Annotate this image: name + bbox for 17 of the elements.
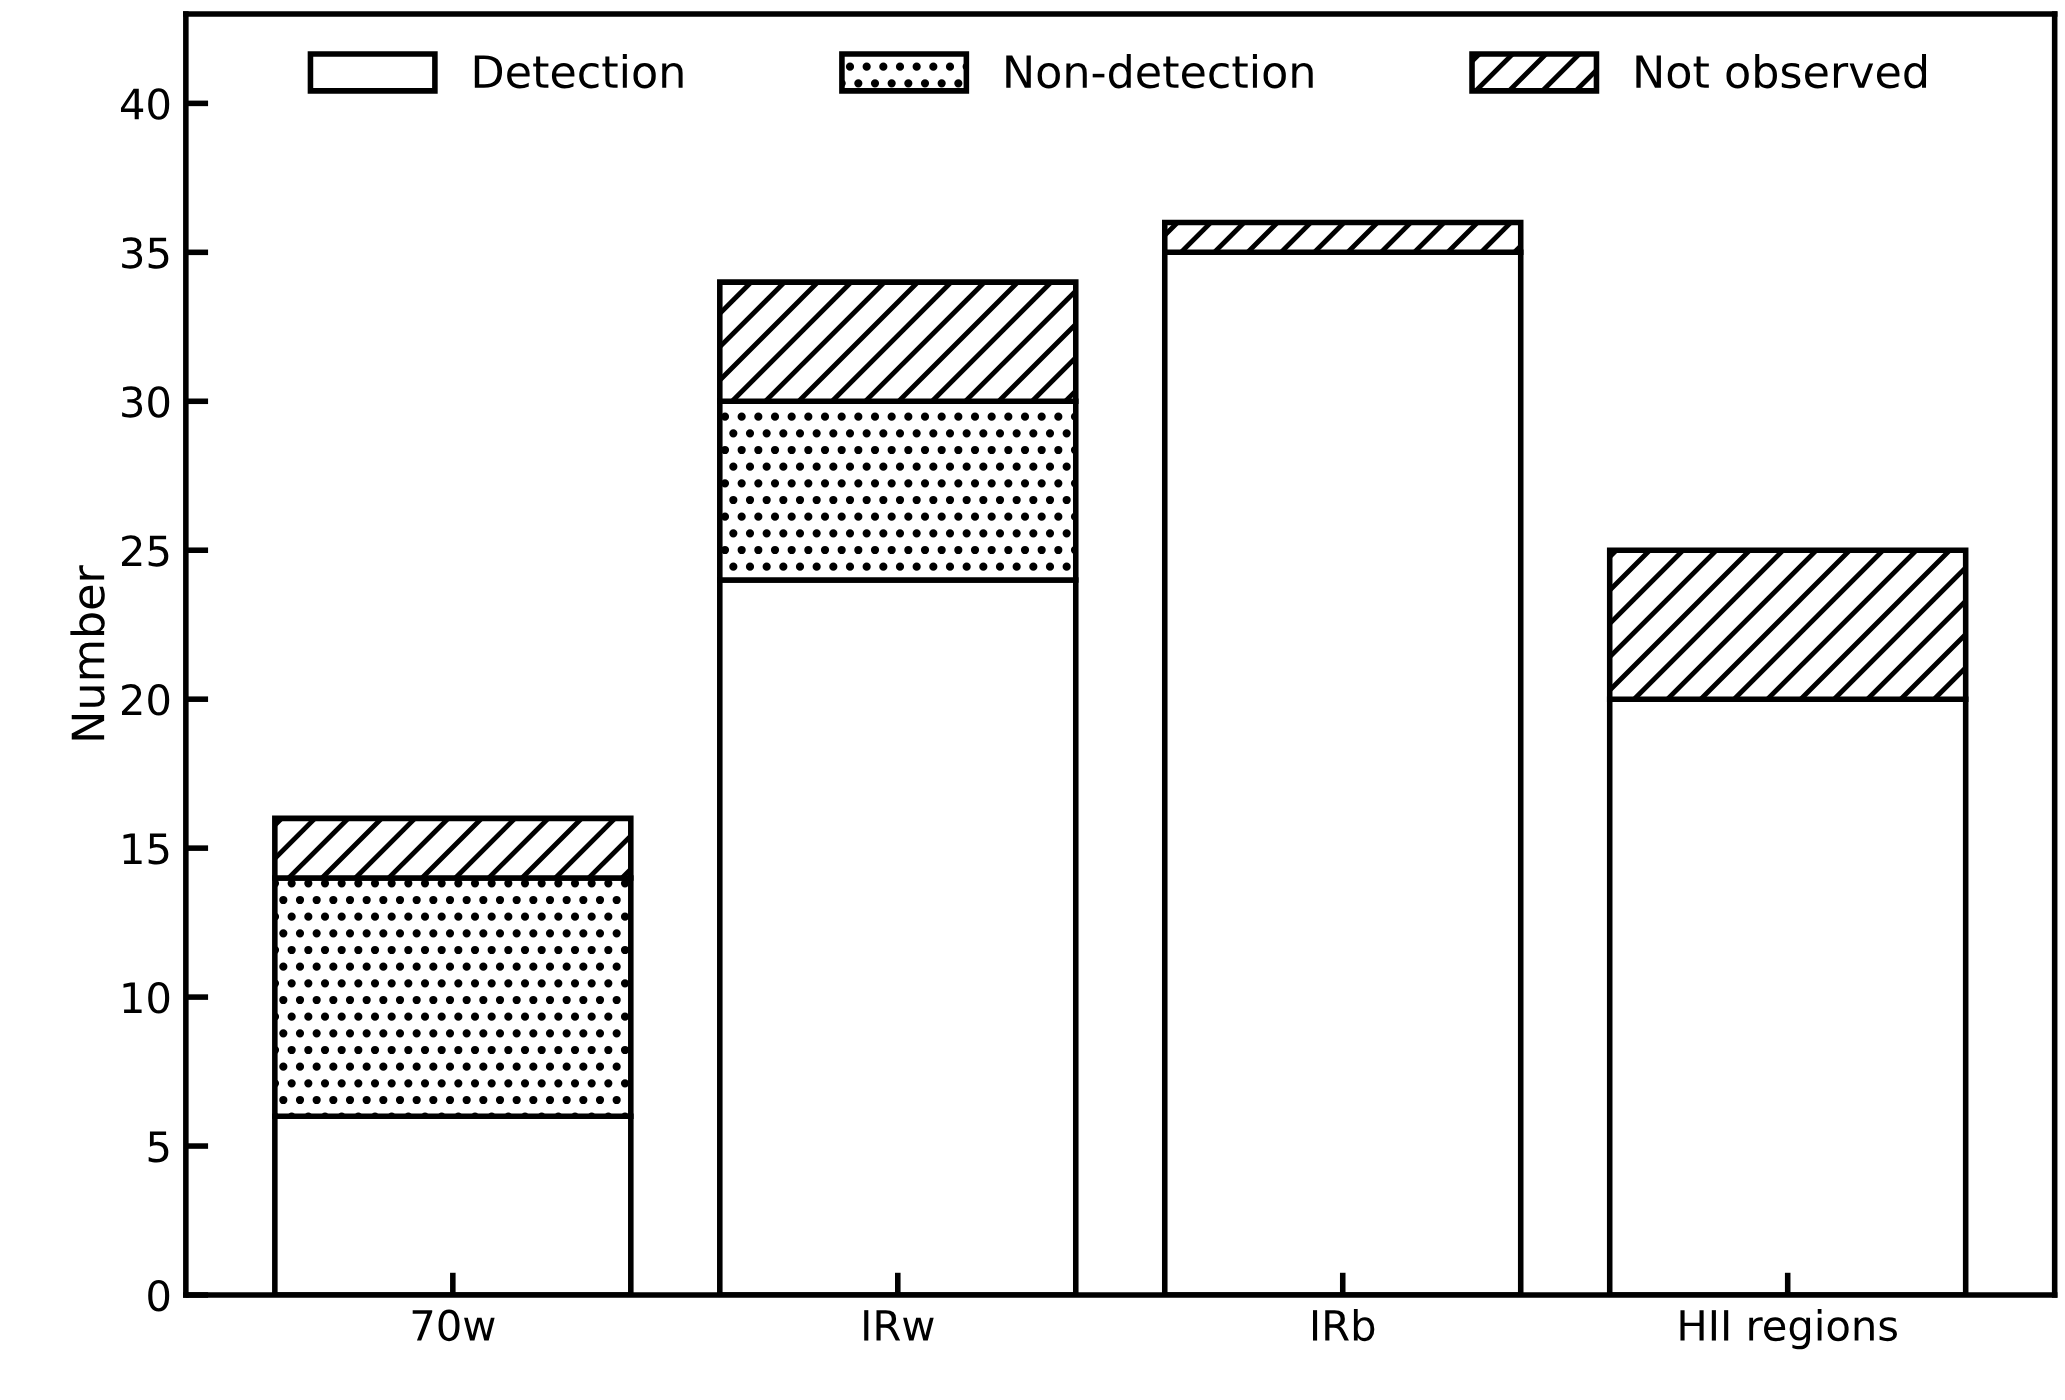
y-tick-label: 10 <box>123 982 170 1014</box>
y-axis-title: Number <box>70 565 105 740</box>
y-tick-label: 15 <box>123 833 169 865</box>
x-tick-label: IRb <box>1312 1308 1375 1342</box>
x-tick-label: 70w <box>412 1309 495 1342</box>
y-tick-label: 20 <box>121 684 170 716</box>
y-tick-label: 5 <box>148 1131 169 1163</box>
x-tick-label: IRw <box>864 1310 934 1341</box>
legend-label: Detection <box>474 54 683 89</box>
y-tick-label: 25 <box>121 535 169 567</box>
y-tick-label: 40 <box>120 88 170 120</box>
legend-label: Not observed <box>1636 54 1927 89</box>
x-tick-label: HII regions <box>1680 1308 1897 1350</box>
legend-label: Non-detection <box>1006 54 1313 89</box>
y-tick-label: 35 <box>122 237 169 269</box>
y-tick-label: 30 <box>122 386 170 418</box>
y-tick-label: 0 <box>148 1279 170 1312</box>
